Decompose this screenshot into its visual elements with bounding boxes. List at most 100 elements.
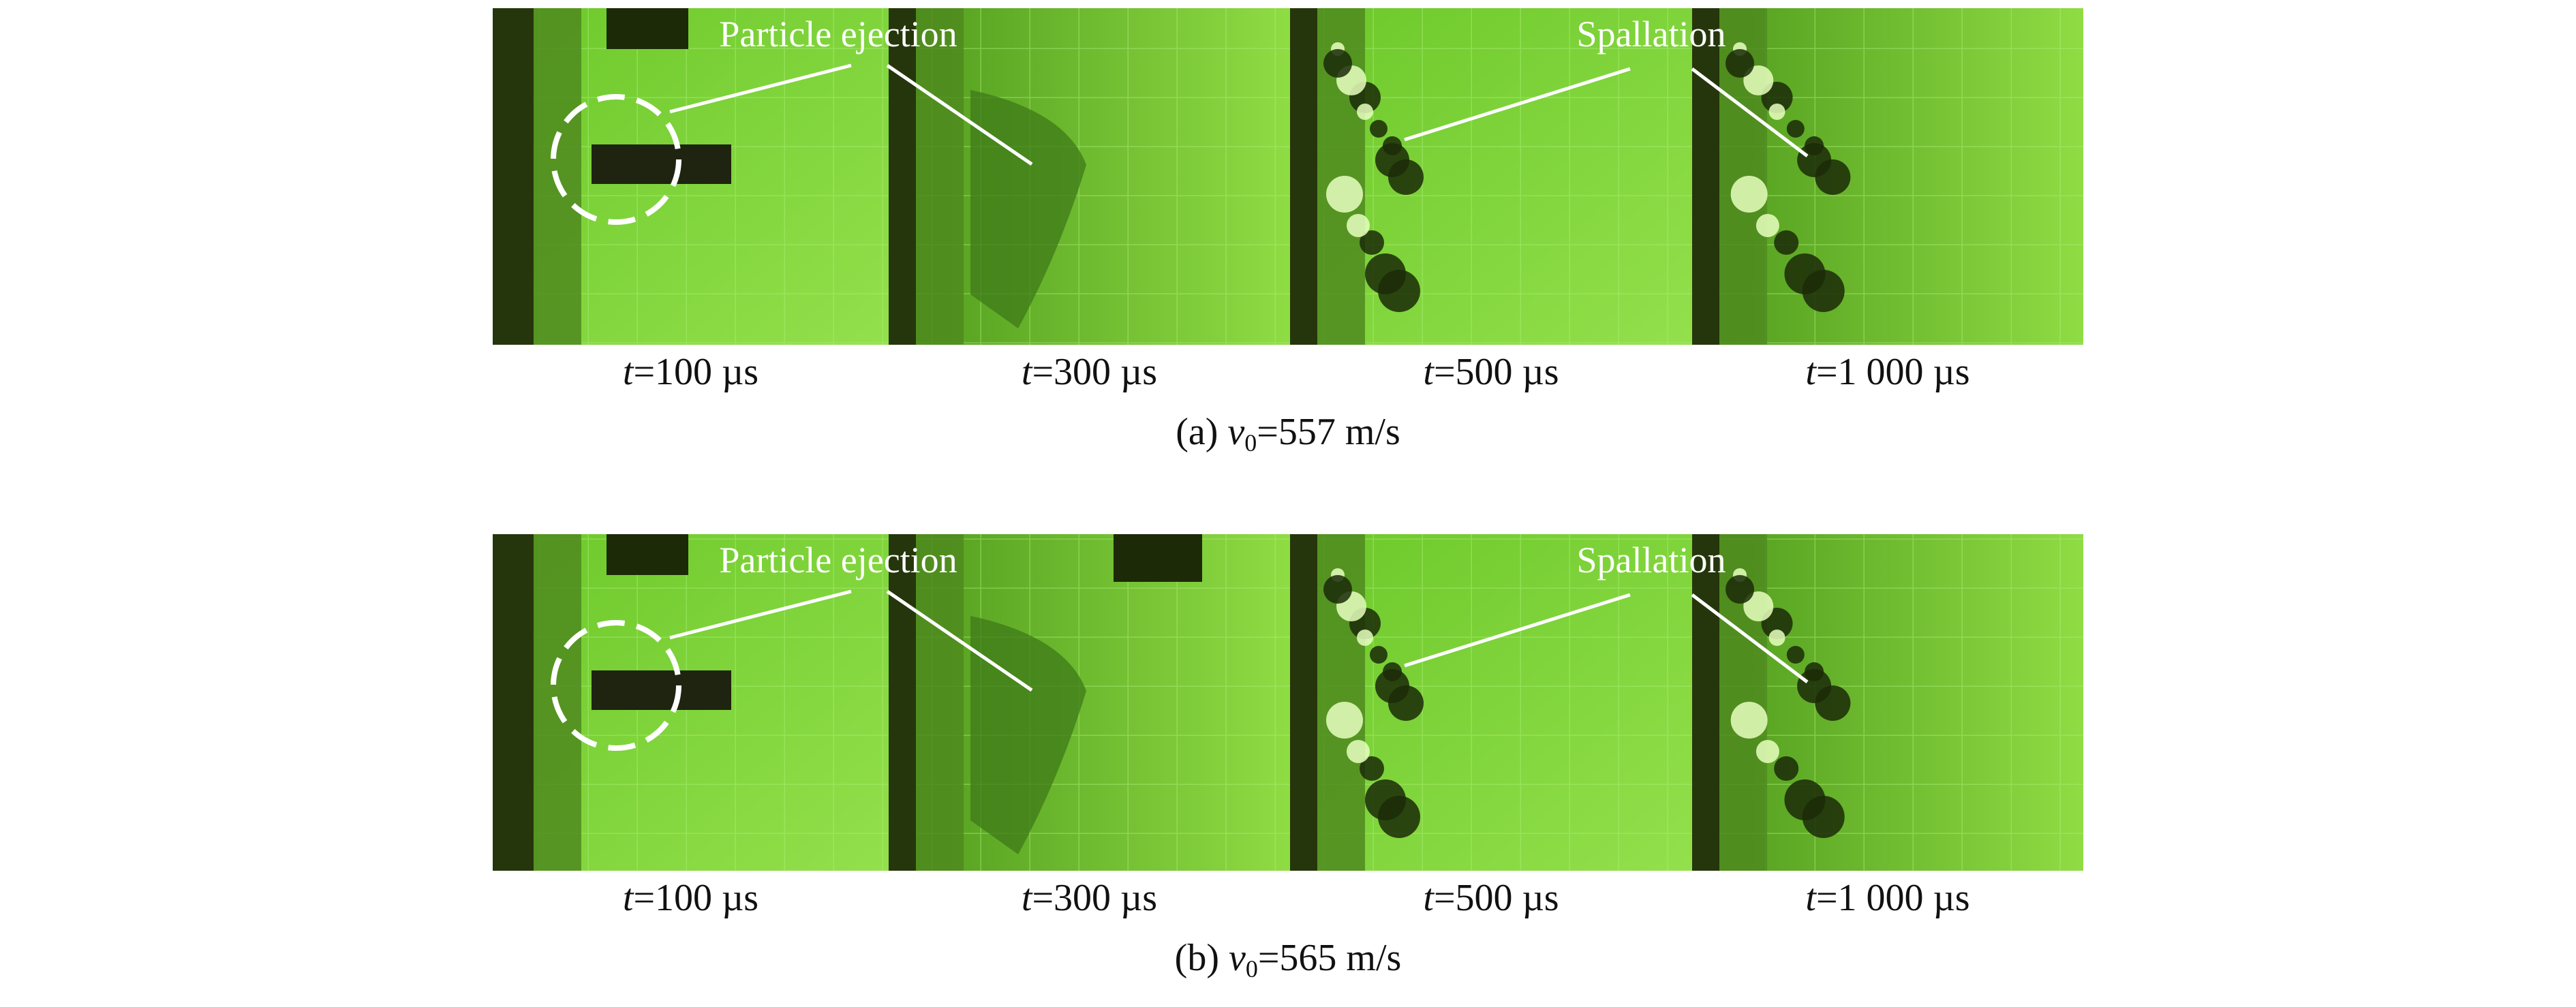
debris — [1365, 253, 1406, 294]
time-label: t=300 µs — [1022, 351, 1157, 393]
panel: t=100 µs t=300 µs t=500 µs t=1 000 µsPartic… — [493, 534, 2083, 982]
holder — [607, 8, 688, 49]
caption-sub: 0 — [1246, 955, 1258, 982]
time-label: t=300 µs — [1022, 877, 1157, 919]
debris — [1326, 176, 1363, 213]
debris — [1786, 120, 1805, 138]
projectile — [592, 144, 731, 184]
annotation: Spallation — [1577, 540, 1726, 580]
target-edge — [1692, 534, 1719, 871]
impact-circle — [551, 94, 681, 225]
annotation-line — [669, 589, 852, 640]
time-value: =300 µs — [1032, 877, 1157, 919]
time-label: t=500 µs — [1423, 877, 1559, 919]
caption-suffix: =557 m/s — [1257, 411, 1400, 453]
time-label: t=500 µs — [1423, 351, 1559, 393]
time-var: t — [1423, 877, 1435, 919]
holder — [607, 534, 688, 575]
debris — [1774, 230, 1799, 255]
debris — [1357, 104, 1373, 120]
debris — [1755, 740, 1779, 763]
time-label: t=100 µs — [623, 877, 758, 919]
annotation: Particle ejection — [719, 540, 957, 580]
time-var: t — [1805, 351, 1817, 393]
debris — [1370, 646, 1387, 664]
caption-prefix: (b) — [1175, 937, 1219, 979]
time-label: t=1 000 µs — [1805, 877, 1969, 919]
impact-circle — [551, 620, 681, 751]
ejecta-cloud — [970, 90, 1086, 328]
debris — [1326, 702, 1363, 739]
debris — [1784, 253, 1826, 294]
time-var: t — [1022, 351, 1033, 393]
target-edge — [1290, 534, 1317, 871]
debris — [1375, 669, 1409, 703]
debris — [1323, 49, 1352, 78]
debris — [1730, 702, 1768, 739]
annotation: Spallation — [1577, 14, 1726, 55]
time-var: t — [1022, 877, 1033, 919]
debris — [1347, 214, 1370, 237]
debris — [1370, 120, 1387, 138]
debris — [1360, 230, 1384, 255]
annotation-line — [1691, 67, 1809, 157]
ejecta-cloud — [970, 616, 1086, 854]
time-var: t — [1423, 351, 1435, 393]
time-value: =100 µs — [633, 877, 758, 919]
target-edge — [493, 534, 534, 871]
debris — [1743, 591, 1774, 621]
time-label: t=1 000 µs — [1805, 351, 1969, 393]
debris — [1375, 143, 1409, 177]
target-plate — [916, 534, 964, 871]
annotation-line — [1691, 593, 1809, 683]
time-value: =300 µs — [1032, 351, 1157, 393]
debris — [1786, 646, 1805, 664]
debris — [1365, 779, 1406, 820]
annotation-line — [886, 589, 1033, 692]
target-edge — [1692, 8, 1719, 345]
time-var: t — [623, 351, 634, 393]
annotation-line — [669, 63, 852, 114]
target-edge — [889, 8, 916, 345]
debris — [1360, 756, 1384, 781]
time-var: t — [1805, 877, 1817, 919]
caption-var: v — [1229, 937, 1246, 979]
debris — [1755, 214, 1779, 237]
debris — [1784, 779, 1826, 820]
annotation: Particle ejection — [719, 14, 957, 55]
debris — [1768, 104, 1785, 120]
time-var: t — [623, 877, 634, 919]
annotation-line — [886, 63, 1033, 166]
time-value: =500 µs — [1434, 351, 1559, 393]
holder — [1114, 534, 1202, 582]
time-label: t=100 µs — [623, 351, 758, 393]
debris — [1797, 143, 1832, 177]
debris — [1357, 630, 1373, 646]
time-value: =500 µs — [1434, 877, 1559, 919]
annotation-line — [1404, 67, 1631, 142]
debris — [1797, 669, 1832, 703]
debris — [1743, 65, 1774, 95]
time-value: =1 000 µs — [1816, 877, 1970, 919]
target-edge — [493, 8, 534, 345]
time-value: =100 µs — [633, 351, 758, 393]
caption-suffix: =565 m/s — [1258, 937, 1402, 979]
caption: (a) v0=557 m/s — [1176, 411, 1400, 456]
debris — [1323, 575, 1352, 604]
debris — [1726, 49, 1754, 78]
time-value: =1 000 µs — [1816, 351, 1970, 393]
caption-var: v — [1227, 411, 1244, 453]
debris — [1768, 630, 1785, 646]
target-edge — [889, 534, 916, 871]
debris — [1774, 756, 1799, 781]
panel: t=100 µs t=300 µs t=500 µs t=1 000 µsPartic… — [493, 8, 2083, 456]
debris — [1726, 575, 1754, 604]
debris — [1730, 176, 1768, 213]
caption-sub: 0 — [1244, 429, 1257, 456]
projectile — [592, 670, 731, 710]
caption-prefix: (a) — [1176, 411, 1218, 453]
annotation-line — [1404, 593, 1631, 668]
caption: (b) v0=565 m/s — [1175, 937, 1402, 982]
target-plate — [916, 8, 964, 345]
